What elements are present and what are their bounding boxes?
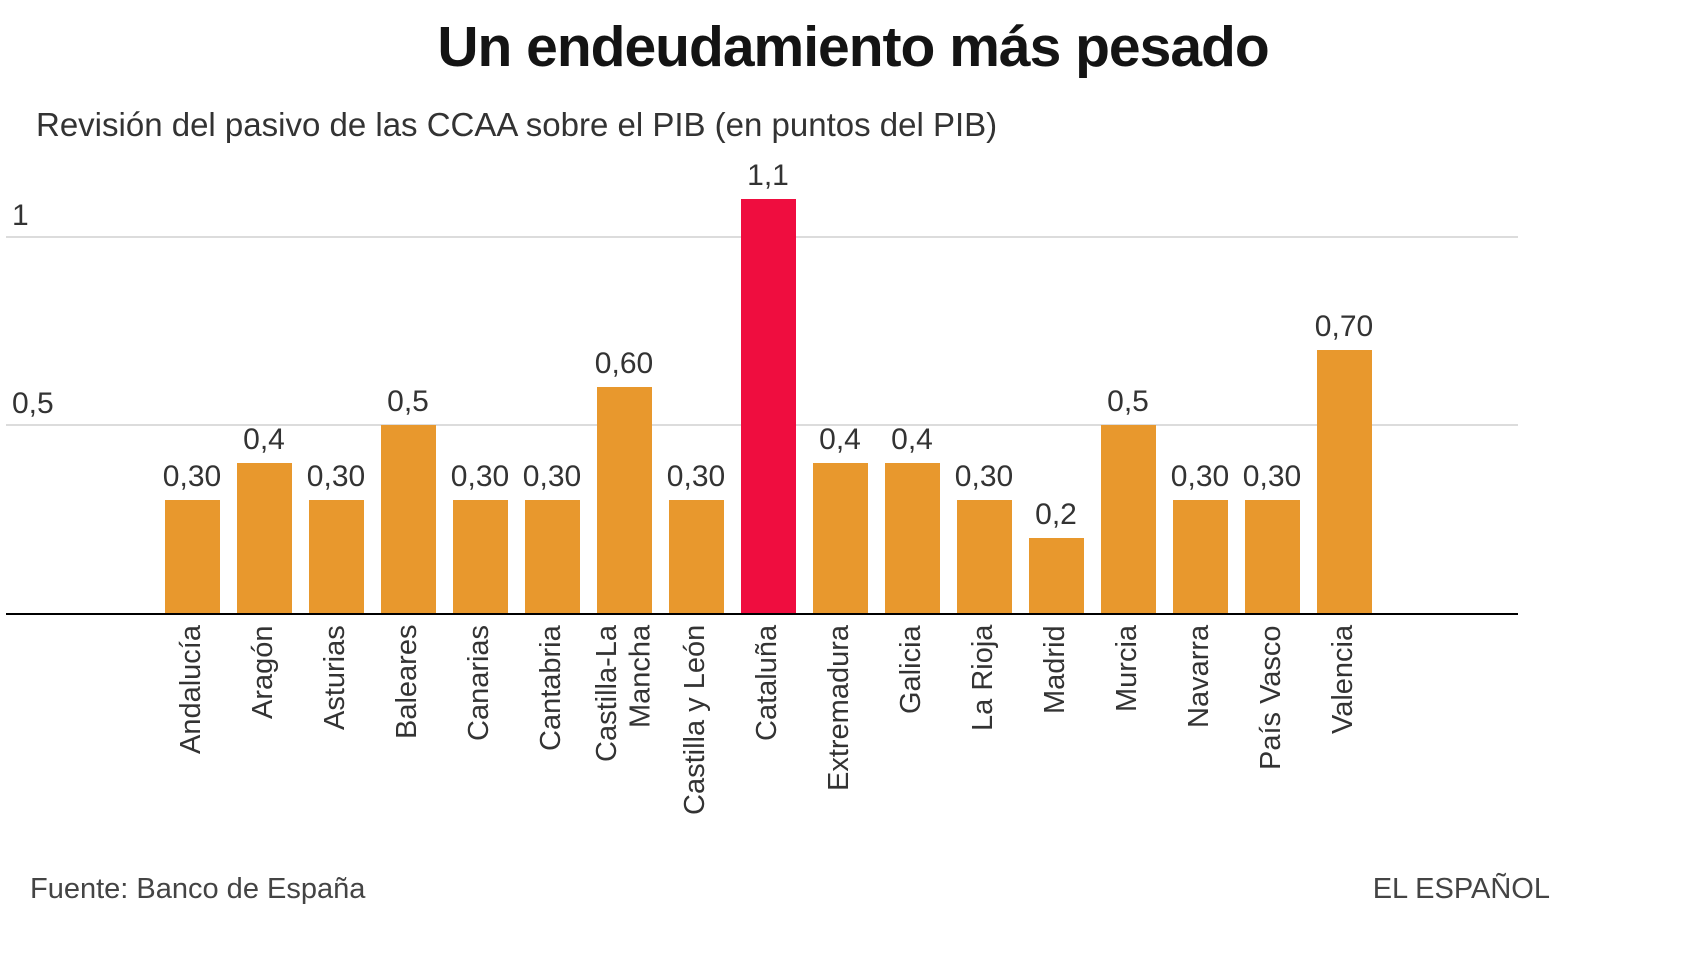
bars-row: 0,30 0,4 0,30 0,5 0,30 0,30 0,60 0,30 1,1 0,4 0,4 0… [156,159,1380,613]
x-label-slot: País Vasco [1236,625,1308,863]
bar-value-label: 0,30 [162,460,222,494]
x-label-slot: Castilla y León [660,625,732,863]
bar [956,500,1012,613]
bar [884,462,940,613]
bar-value-label: 0,5 [1107,385,1149,418]
bar-value-label: 0,30 [954,460,1014,494]
bar [524,500,580,613]
x-axis-label: Navarra [1183,625,1216,729]
bar-slot: 0,30 [660,159,732,613]
bar [596,387,652,613]
x-label-slot: Canarias [444,625,516,863]
bar-slot: 0,4 [228,159,300,613]
x-label-slot: Castilla-La Mancha [588,625,660,863]
bar [380,425,436,613]
x-axis-label: Castilla y León [679,625,712,816]
bar [1244,500,1300,613]
bar-value-label: 0,2 [1035,497,1077,531]
bar [164,500,220,613]
x-label-slot: Baleares [372,625,444,863]
bar-slot: 0,30 [1236,159,1308,613]
bar-slot: 0,4 [804,159,876,613]
bar-value-label: 0,30 [1242,460,1302,494]
bar-value-label: 0,4 [243,422,285,456]
bar-slot: 0,70 [1308,159,1380,613]
bar-value-label: 0,30 [306,460,366,494]
bar-slot: 0,30 [444,159,516,613]
x-axis-label: Valencia [1327,625,1360,735]
bar [812,462,868,613]
bar [1100,425,1156,613]
bar-value-label: 0,30 [522,460,582,494]
x-axis-label: Aragón [247,625,280,719]
x-axis-label: Andalucía [175,625,208,754]
bar-value-label: 0,30 [666,460,726,494]
x-axis-label: Castilla-La Mancha [590,625,656,762]
x-axis-label: La Rioja [967,625,1000,732]
x-label-slot: Madrid [1020,625,1092,863]
bar [236,462,292,613]
x-label-slot: Navarra [1164,625,1236,863]
x-axis-label: Murcia [1111,625,1144,713]
bar-highlighted [740,199,796,613]
x-axis-label: Galicia [895,625,928,714]
x-label-slot: Valencia [1308,625,1380,863]
chart-card: Un endeudamiento más pesado Revisión del… [0,14,1706,974]
x-label-slot: Extremadura [804,625,876,863]
chart-footer: Fuente: Banco de España EL ESPAÑOL [0,873,1580,906]
bar-slot: 0,5 [1092,159,1164,613]
x-label-slot: Aragón [228,625,300,863]
bar-slot: 0,30 [948,159,1020,613]
bar-value-label: 1,1 [747,159,789,193]
brand-label: EL ESPAÑOL [1372,873,1550,905]
bar [308,500,364,613]
chart-title: Un endeudamiento más pesado [437,15,1269,79]
x-label-slot: Galicia [876,625,948,863]
bar-value-label: 0,30 [1170,460,1230,494]
chart-subtitle: Revisión del pasivo de las CCAA sobre el… [36,106,998,143]
y-tick-label: 0,5 [12,387,54,420]
bar-slot: 1,1 [732,159,804,613]
bar [1028,537,1084,613]
x-axis-label: Canarias [463,625,496,742]
bar-slot: 0,4 [876,159,948,613]
x-label-slot: Asturias [300,625,372,863]
y-tick-label: 1 [12,199,29,232]
bar-slot: 0,5 [372,159,444,613]
bar-value-label: 0,4 [819,422,861,456]
x-axis-label: Asturias [319,625,352,730]
x-label-slot: La Rioja [948,625,1020,863]
bar [1172,500,1228,613]
bar-slot: 0,30 [1164,159,1236,613]
bar [452,500,508,613]
x-axis-label: Baleares [391,625,424,740]
bar-value-label: 0,60 [594,347,654,381]
bar-value-label: 0,30 [450,460,510,494]
bar-value-label: 0,70 [1314,309,1374,343]
x-axis-label: Cantabria [535,625,568,751]
x-axis-labels: Andalucía Aragón Asturias Baleares Canarias C… [156,625,1706,863]
bar-slot: 0,30 [516,159,588,613]
bar-slot: 0,2 [1020,159,1092,613]
bar-value-label: 0,4 [891,422,933,456]
bar [668,500,724,613]
bar [1316,349,1372,613]
x-axis-label: País Vasco [1255,625,1288,770]
bar-slot: 0,30 [156,159,228,613]
bar-value-label: 0,5 [387,385,429,418]
x-label-slot: Cantabria [516,625,588,863]
x-axis-label: Extremadura [823,625,856,792]
x-label-slot: Cataluña [732,625,804,863]
plot-area: 0,30 0,4 0,30 0,5 0,30 0,30 0,60 0,30 1,1 0,4 0,4 0… [6,158,1518,615]
x-label-slot: Andalucía [156,625,228,863]
source-label: Fuente: Banco de España [30,873,366,905]
bar-slot: 0,30 [300,159,372,613]
x-axis-label: Cataluña [751,625,784,742]
x-axis-label: Madrid [1039,625,1072,714]
bar-slot: 0,60 [588,159,660,613]
x-label-slot: Murcia [1092,625,1164,863]
